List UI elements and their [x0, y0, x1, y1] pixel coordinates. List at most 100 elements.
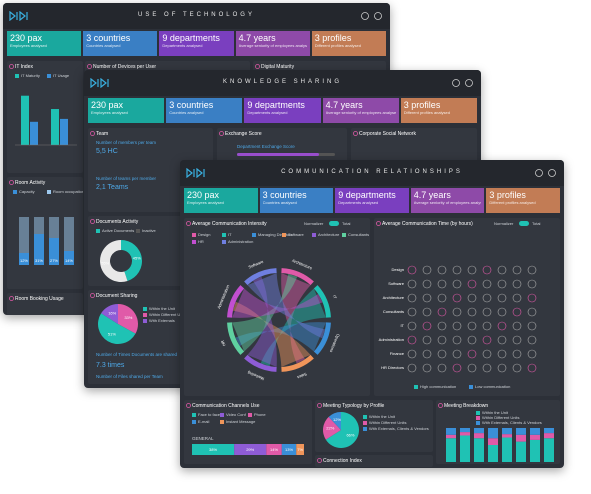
matrix-cell: [482, 321, 492, 331]
bar-label: 31%: [35, 258, 43, 263]
logo: [90, 78, 109, 88]
chart: [353, 131, 358, 136]
legend-swatch: [143, 319, 147, 323]
legend-label: With Externals: [149, 318, 175, 323]
toggle: [329, 221, 339, 226]
matrix-row-label: Finance: [390, 351, 405, 356]
user-icon: [465, 79, 473, 87]
pie-slice: [323, 416, 341, 440]
bar-segment: [281, 444, 297, 455]
card-icon: [438, 403, 443, 408]
legend-swatch: [192, 413, 196, 417]
panel-header: COMMUNICATION RELATIONSHIPS: [180, 160, 564, 186]
slice-label: 22%: [326, 426, 334, 431]
channels-label: GENERAL: [192, 436, 214, 441]
matrix-cell: [407, 335, 417, 345]
team-value: 2,1 Teams: [96, 184, 129, 191]
matrix-cell: [512, 279, 522, 289]
kpi-card: 3 countries Countries analysed: [259, 188, 334, 213]
chord-arc: [244, 354, 277, 372]
matrix-cell: [422, 349, 432, 359]
chart: 66% 22% 12%: [323, 412, 359, 448]
legend-swatch: [222, 240, 226, 244]
matrix-cell: [422, 363, 432, 373]
card-title: Document Sharing: [96, 293, 138, 299]
card-icon: [9, 296, 14, 301]
kpi-value: 4.7 years: [413, 190, 451, 200]
legend-label: Within the Unit: [149, 306, 176, 311]
matrix-cell: [467, 265, 477, 275]
panel-header: USE OF TECHNOLOGY: [3, 3, 390, 29]
slice-label: 66%: [346, 432, 354, 437]
kpi-label: Employees analysed: [91, 110, 128, 115]
matrix-cell: [452, 265, 462, 275]
pie-slice: [325, 412, 359, 448]
chart: 38% 29% 14% 13% 7%: [192, 444, 304, 455]
logo: [186, 168, 205, 178]
matrix-row-label: IT: [400, 323, 404, 328]
card-title: Average Communication Intensity: [192, 221, 267, 227]
card-title: IT Index: [15, 64, 33, 70]
kpi-label: Departments analysed: [162, 43, 203, 48]
matrix-cell: [527, 349, 537, 359]
legend-swatch: [414, 385, 418, 389]
legend-label: Video Conf: [226, 412, 246, 417]
bar: [34, 234, 44, 265]
card-icon: [9, 64, 14, 69]
segment-label: 13%: [285, 447, 293, 452]
matrix-cell: [467, 363, 477, 373]
kpi-card: 230 pax Employees analysed: [7, 31, 82, 56]
card-title: Connection Index: [323, 458, 362, 464]
card-title: Communication Channels Use: [192, 403, 260, 409]
matrix-cell: [467, 279, 477, 289]
matrix-cell: [422, 335, 432, 345]
card-icon: [90, 293, 95, 298]
card: Room Booking Usage: [7, 293, 83, 315]
legend-label: HR: [198, 239, 204, 244]
toggle-label: Normalizer: [494, 221, 514, 226]
bar-segment: [488, 438, 498, 445]
exchange-label: Department Exchange Score: [237, 144, 295, 149]
legend-swatch: [15, 74, 19, 78]
pie-slice: [100, 240, 128, 282]
kpi-value: 3 countries: [262, 190, 307, 200]
card: Meeting Typology by Profile 66% 22% 12% With…: [315, 400, 433, 452]
kpi-value: 3 countries: [169, 100, 214, 110]
legend-label: Low communication: [475, 384, 511, 389]
kpi-label: Countries analysed: [262, 200, 297, 205]
bar-segment: [460, 428, 470, 433]
matrix-cell: [512, 363, 522, 373]
kpi-value: 9 departments: [162, 33, 220, 43]
chart: [9, 180, 14, 185]
chart: [186, 168, 205, 178]
kpi-card: 230 pax Employees analysed: [88, 98, 165, 123]
kpi-card: 3 profiles Different profiles analysed: [400, 98, 477, 123]
kpi-value: 9 departments: [247, 100, 305, 110]
legend-swatch: [96, 229, 100, 233]
legend-label: Within the Unit: [482, 410, 509, 415]
matrix-cell: [497, 265, 507, 275]
chord-arc: [281, 354, 314, 372]
toggle: [519, 221, 529, 226]
matrix-cell: [497, 279, 507, 289]
legend-swatch: [363, 415, 367, 419]
bar-segment: [488, 445, 498, 462]
legend-label: Administration: [228, 239, 254, 244]
matrix-cell: [467, 321, 477, 331]
bar-segment: [516, 428, 526, 435]
matrix-cell: [482, 293, 492, 303]
card: IT Index IT Maturity IT Usage: [7, 61, 83, 173]
matrix-cell: [422, 293, 432, 303]
chart: [87, 64, 92, 69]
toggle-label: Total: [532, 221, 541, 226]
legend-label: Phone: [254, 412, 266, 417]
kpi-label: Different profiles analysed: [489, 200, 536, 205]
settings-icon: [452, 79, 460, 87]
legend-label: Within Different Units: [369, 420, 407, 425]
chord-arc: [227, 322, 245, 355]
matrix-cell: [422, 321, 432, 331]
bar: [64, 251, 74, 265]
segment-label: 14%: [270, 447, 278, 452]
card-title: Exchange Score: [225, 131, 262, 137]
matrix-cell: [527, 321, 537, 331]
